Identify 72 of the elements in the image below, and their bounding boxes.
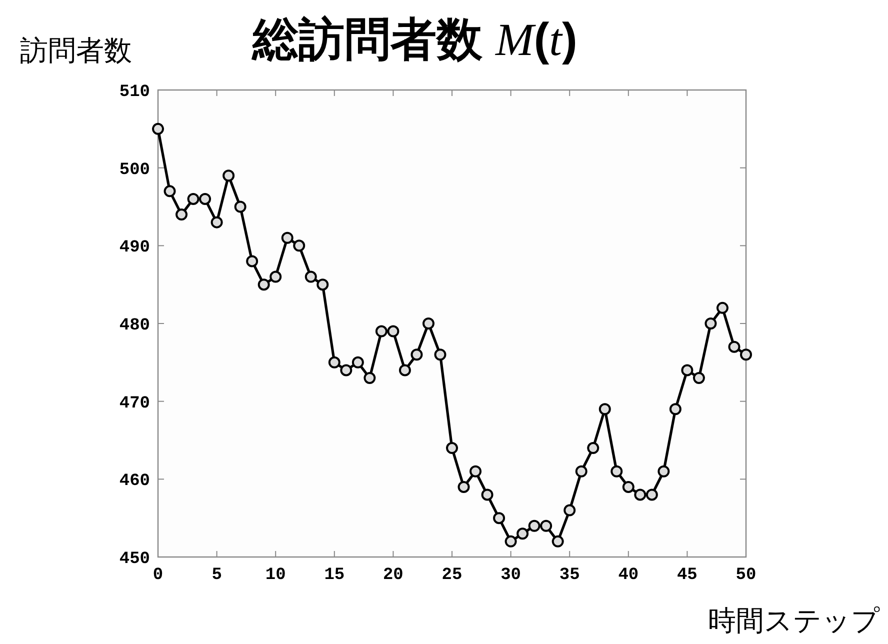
y-tick-label: 490	[119, 238, 150, 258]
point	[434, 348, 446, 361]
point	[281, 232, 294, 244]
point	[716, 302, 728, 314]
point	[528, 520, 540, 532]
point	[458, 480, 470, 493]
point	[364, 372, 376, 384]
point	[222, 170, 235, 182]
x-tick-label: 35	[559, 566, 580, 585]
point	[446, 442, 458, 454]
point	[669, 403, 682, 416]
point	[293, 240, 306, 252]
x-tick-label: 30	[500, 566, 522, 585]
y-tick-label: 510	[119, 83, 150, 102]
x-tick-label: 5	[212, 566, 222, 585]
y-tick-label: 460	[119, 472, 150, 492]
y-tick-label: 480	[119, 316, 150, 336]
point	[598, 403, 611, 416]
point	[398, 364, 411, 376]
x-tick-label: 25	[442, 566, 462, 585]
point	[210, 216, 223, 228]
point	[622, 480, 634, 493]
point	[340, 364, 352, 376]
point	[352, 356, 364, 368]
x-axis-title: 時間ステップ	[708, 605, 880, 636]
y-tick-label: 500	[119, 160, 150, 180]
chart-title: 総訪問者数 M(t)	[250, 13, 578, 65]
point	[646, 488, 658, 501]
point	[634, 488, 646, 501]
x-tick-label: 15	[324, 566, 345, 585]
point	[493, 512, 506, 524]
point	[470, 465, 482, 478]
point	[692, 372, 705, 384]
point	[199, 192, 212, 205]
point	[316, 278, 329, 291]
point	[176, 208, 188, 221]
point	[410, 348, 423, 361]
point	[681, 364, 694, 376]
point	[587, 442, 600, 454]
point	[740, 348, 752, 361]
point	[304, 270, 317, 283]
point	[552, 535, 564, 548]
point	[540, 520, 552, 532]
y-axis-title: 訪問者数	[20, 35, 132, 66]
point	[234, 200, 246, 213]
point	[504, 535, 517, 548]
point	[564, 504, 576, 516]
point	[164, 185, 176, 198]
point	[658, 465, 670, 478]
y-tick-label: 470	[119, 394, 150, 414]
x-tick-label: 0	[152, 566, 164, 585]
x-tick-label: 10	[265, 566, 286, 585]
x-tick-label: 50	[736, 566, 756, 585]
point	[728, 340, 740, 353]
point	[270, 270, 282, 283]
point	[422, 318, 434, 330]
point	[481, 488, 494, 501]
point	[575, 465, 588, 478]
point	[328, 356, 340, 368]
point	[610, 465, 623, 478]
point	[152, 122, 164, 135]
x-tick-label: 40	[618, 566, 639, 585]
y-tick-label: 450	[119, 550, 150, 569]
point	[516, 528, 529, 540]
point	[375, 325, 388, 338]
point	[187, 192, 200, 205]
x-tick-label: 20	[382, 566, 404, 585]
point	[258, 278, 270, 291]
point	[246, 255, 258, 268]
point	[387, 325, 400, 338]
x-tick-label: 45	[676, 566, 698, 585]
point	[704, 318, 717, 330]
